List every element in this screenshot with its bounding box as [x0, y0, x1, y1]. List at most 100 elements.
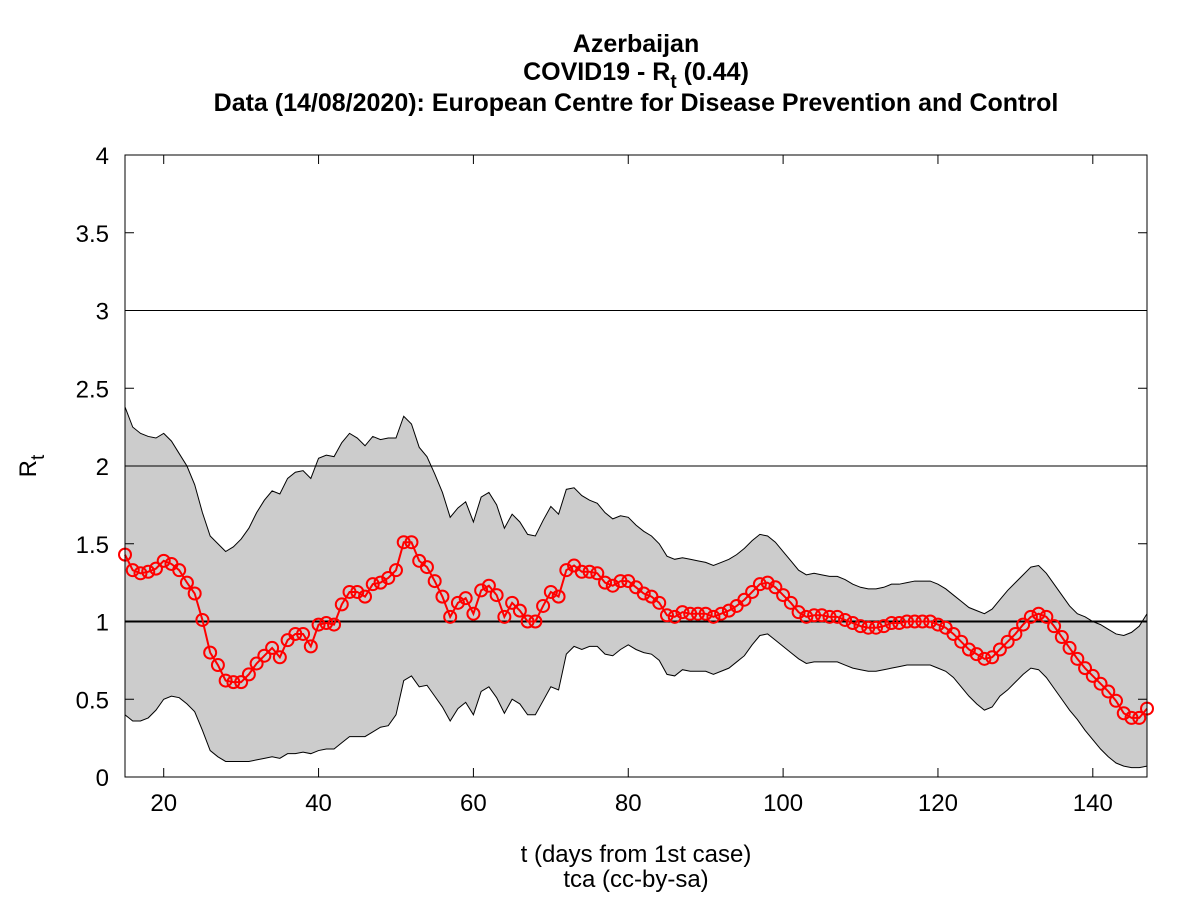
rt-point: [675, 605, 690, 620]
rt-point: [683, 606, 698, 621]
rt-point: [1016, 617, 1031, 632]
rt-point: [760, 575, 775, 590]
rt-point: [737, 592, 752, 607]
rt-point: [954, 634, 969, 649]
rt-point: [1047, 619, 1062, 634]
rt-point: [776, 588, 791, 603]
rt-point: [899, 614, 914, 629]
rt-point: [249, 656, 264, 671]
rt-point: [133, 566, 148, 581]
y-tick-label: 0: [96, 765, 109, 792]
rt-point: [985, 650, 1000, 665]
rt-point: [257, 648, 272, 663]
rt-point: [1039, 609, 1054, 624]
rt-point: [520, 614, 535, 629]
subtitle-sub: t: [670, 72, 677, 93]
rt-point: [783, 595, 798, 610]
rt-point: [234, 675, 249, 690]
chart-subtitle: COVID19 - Rt (0.44): [523, 58, 749, 93]
y-label-sub: t: [28, 454, 49, 460]
rt-point: [419, 560, 434, 575]
rt-point: [652, 595, 667, 610]
rt-point: [288, 626, 303, 641]
rt-point: [1093, 676, 1108, 691]
rt-point: [845, 616, 860, 631]
rt-point: [598, 575, 613, 590]
rt-point: [1031, 606, 1046, 621]
rt-point: [141, 564, 156, 579]
rt-point: [334, 597, 349, 612]
rt-point: [1023, 609, 1038, 624]
x-axis-label: t (days from 1st case): [521, 841, 752, 868]
y-tick-label: 3.5: [76, 221, 109, 248]
rt-point: [1000, 634, 1015, 649]
y-tick-label: 2.5: [76, 376, 109, 403]
rt-point: [505, 595, 520, 610]
rt-point: [915, 614, 930, 629]
rt-point: [907, 614, 922, 629]
rt-point: [946, 626, 961, 641]
rt-point: [396, 535, 411, 550]
rt-point: [319, 616, 334, 631]
rt-point: [923, 614, 938, 629]
rt-point: [799, 609, 814, 624]
rt-point: [1101, 684, 1116, 699]
y-tick-label: 4: [96, 143, 109, 170]
rt-point: [148, 561, 163, 576]
band-lower-edge: [124, 633, 1148, 769]
rt-point: [768, 580, 783, 595]
rt-point: [822, 609, 837, 624]
rt-point: [404, 535, 419, 550]
rt-point: [458, 591, 473, 606]
rt-point: [272, 650, 287, 665]
chart-source: Data (14/08/2020): European Centre for D…: [214, 89, 1059, 117]
rt-point: [497, 609, 512, 624]
rt-point: [1054, 630, 1069, 645]
rt-point: [481, 578, 496, 593]
rt-point: [892, 616, 907, 631]
y-tick-label: 2: [96, 454, 109, 481]
rt-point: [745, 584, 760, 599]
rt-point: [1085, 668, 1100, 683]
rt-line: [124, 541, 1148, 719]
rt-point: [350, 584, 365, 599]
rt-point: [667, 609, 682, 624]
rt-point: [1116, 706, 1131, 721]
x-tick-label: 20: [150, 790, 177, 817]
rt-point: [311, 617, 326, 632]
rt-point: [512, 603, 527, 618]
rt-point: [543, 584, 558, 599]
rt-point: [265, 640, 280, 655]
rt-point: [203, 645, 218, 660]
rt-point: [1008, 626, 1023, 641]
rt-point: [156, 553, 171, 568]
rt-point: [388, 563, 403, 578]
rt-point: [536, 598, 551, 613]
rt-point: [1070, 651, 1085, 666]
x-tick-label: 40: [305, 790, 332, 817]
x-tick-label: 60: [460, 790, 487, 817]
y-label-text: R: [15, 460, 42, 477]
rt-point: [559, 563, 574, 578]
rt-point: [1124, 710, 1139, 725]
rt-point: [296, 626, 311, 641]
rt-point: [605, 578, 620, 593]
rt-point: [303, 639, 318, 654]
rt-point: [590, 566, 605, 581]
y-tick-label: 3: [96, 299, 109, 326]
y-tick-label: 1: [96, 610, 109, 637]
rt-point: [992, 642, 1007, 657]
rt-point: [884, 616, 899, 631]
rt-point: [830, 609, 845, 624]
rt-point: [636, 586, 651, 601]
rt-point: [690, 606, 705, 621]
rt-point: [187, 586, 202, 601]
rt-point: [218, 673, 233, 688]
subtitle-text: COVID19 - R: [523, 58, 670, 86]
x-tick-label: 140: [1073, 790, 1113, 817]
rt-point: [582, 564, 597, 579]
band-upper-edge: [124, 406, 1148, 637]
rt-point: [721, 603, 736, 618]
rt-point: [930, 617, 945, 632]
